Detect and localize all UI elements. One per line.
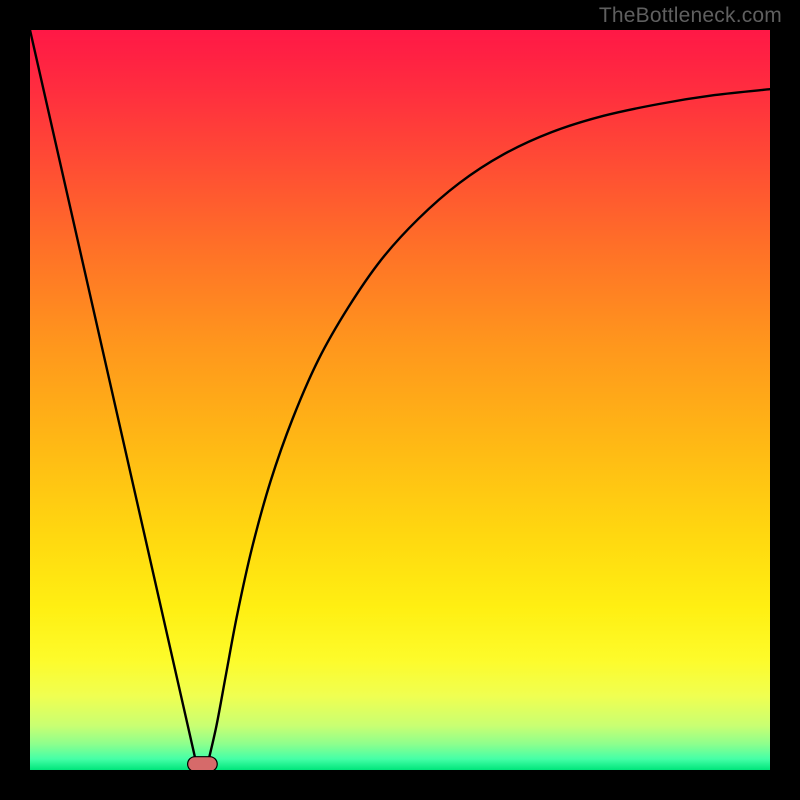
optimal-marker [188,757,218,770]
chart-container: TheBottleneck.com [0,0,800,800]
chart-background [30,30,770,770]
plot-svg [30,30,770,770]
plot-area [30,30,770,770]
watermark-text: TheBottleneck.com [599,4,782,28]
